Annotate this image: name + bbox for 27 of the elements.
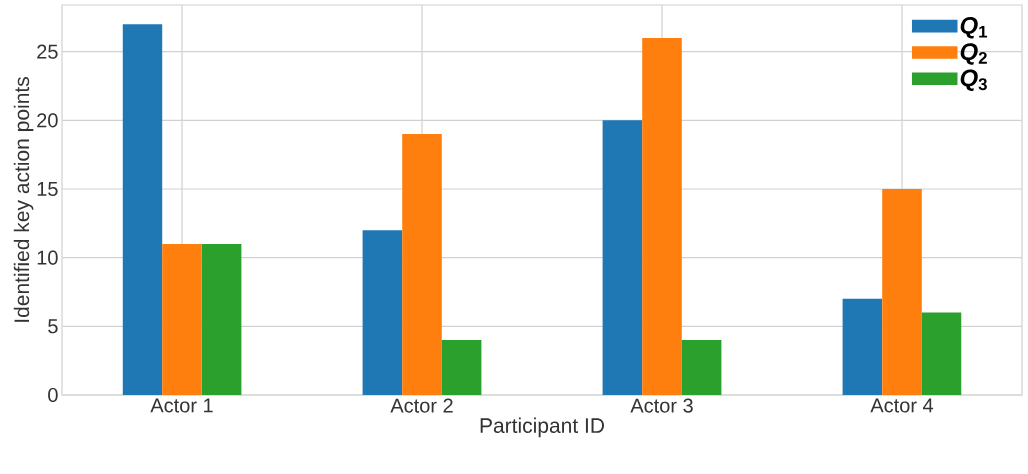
x-tick-label: Actor 4 xyxy=(870,398,934,413)
y-tick-label: 25 xyxy=(37,44,58,59)
bar xyxy=(201,243,242,395)
bar xyxy=(642,37,682,395)
x-tick-label: Actor 2 xyxy=(390,398,453,413)
legend-label: Q$_{1}$ xyxy=(960,17,988,39)
y-axis-title: Identified key action points xyxy=(13,77,34,322)
bar xyxy=(162,243,202,395)
bar xyxy=(681,340,722,395)
bar xyxy=(921,312,962,395)
bar xyxy=(602,120,643,395)
bar xyxy=(402,134,442,395)
bar xyxy=(362,230,403,395)
y-tick-label: 5 xyxy=(48,319,58,334)
legend-label: Q$_{3}$ xyxy=(960,69,987,91)
x-tick-label: Actor 3 xyxy=(630,398,693,413)
bar xyxy=(441,340,482,395)
bar xyxy=(882,189,922,395)
bar xyxy=(842,298,883,395)
x-tick-label: Actor 1 xyxy=(150,398,213,413)
y-tick-label: 10 xyxy=(37,250,58,265)
legend-label: Q$_{2}$ xyxy=(960,43,987,65)
y-tick-label: 0 xyxy=(48,387,58,403)
y-tick-label: 15 xyxy=(37,182,58,196)
y-tick-label: 20 xyxy=(37,113,58,128)
x-axis-title: Participant ID xyxy=(480,417,604,438)
bar xyxy=(122,24,163,395)
